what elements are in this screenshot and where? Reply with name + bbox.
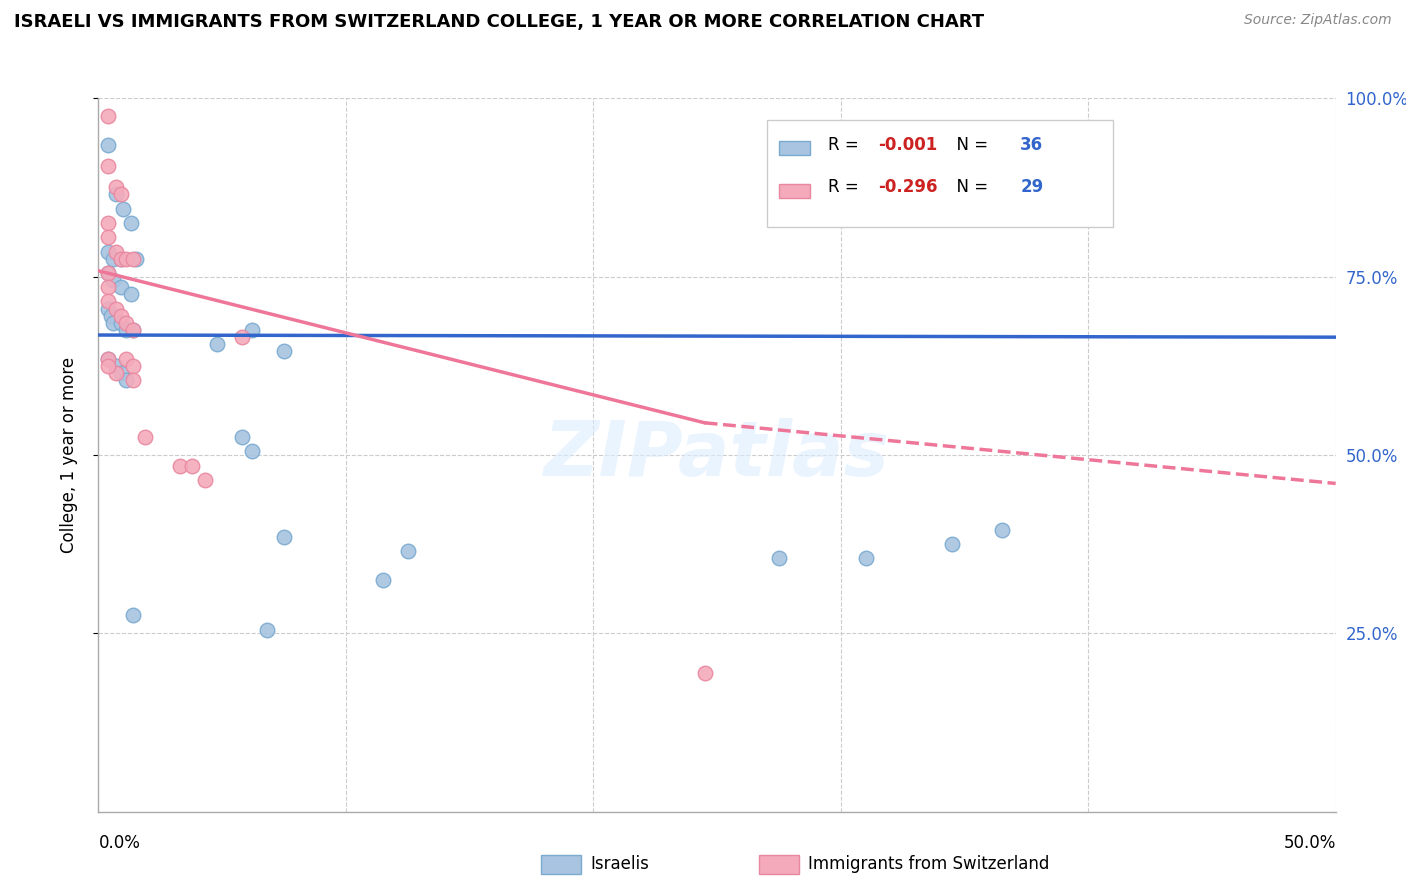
Point	[990, 523, 1012, 537]
Point	[120, 216, 142, 230]
Point	[941, 537, 963, 551]
Point	[855, 551, 877, 566]
Point	[110, 366, 132, 380]
Point	[122, 359, 145, 373]
Point	[97, 159, 120, 173]
Point	[110, 309, 132, 323]
Point	[273, 344, 295, 359]
Y-axis label: College, 1 year or more: College, 1 year or more	[59, 357, 77, 553]
Point	[103, 273, 125, 287]
Point	[194, 473, 217, 487]
Point	[104, 366, 127, 380]
Point	[103, 316, 125, 330]
Point	[97, 301, 120, 316]
Text: 50.0%: 50.0%	[1284, 834, 1336, 852]
Point	[97, 351, 120, 366]
Point	[371, 573, 394, 587]
Point	[169, 458, 191, 473]
Point	[104, 187, 127, 202]
Text: 0.0%: 0.0%	[98, 834, 141, 852]
Point	[693, 665, 716, 680]
Text: R =: R =	[828, 178, 865, 196]
Point	[110, 187, 132, 202]
Point	[181, 458, 204, 473]
Point	[122, 373, 145, 387]
Point	[97, 359, 120, 373]
Text: N =: N =	[946, 136, 993, 153]
Point	[100, 309, 122, 323]
Point	[114, 351, 136, 366]
Point	[120, 287, 142, 301]
Point	[114, 316, 136, 330]
Point	[110, 252, 132, 266]
Point	[97, 230, 120, 244]
Text: Immigrants from Switzerland: Immigrants from Switzerland	[808, 855, 1050, 873]
Bar	[779, 141, 810, 155]
Text: 29: 29	[1021, 178, 1043, 196]
Point	[124, 252, 146, 266]
Point	[104, 244, 127, 259]
Point	[110, 280, 132, 294]
Text: ZIPatlas: ZIPatlas	[544, 418, 890, 491]
Point	[231, 430, 253, 444]
Point	[114, 373, 136, 387]
Point	[103, 252, 125, 266]
Text: -0.001: -0.001	[877, 136, 938, 153]
Point	[97, 294, 120, 309]
Text: Israelis: Israelis	[591, 855, 650, 873]
Text: -0.296: -0.296	[877, 178, 938, 196]
Point	[122, 252, 145, 266]
Point	[768, 551, 790, 566]
Point	[104, 301, 127, 316]
Point	[110, 316, 132, 330]
Bar	[779, 184, 810, 198]
Text: N =: N =	[946, 178, 993, 196]
Point	[97, 266, 120, 280]
Bar	[766, 120, 1114, 227]
Point	[112, 202, 135, 216]
Text: R =: R =	[828, 136, 865, 153]
Point	[97, 137, 120, 152]
Point	[114, 323, 136, 337]
Point	[104, 180, 127, 194]
Point	[273, 530, 295, 544]
Point	[205, 337, 228, 351]
Point	[231, 330, 253, 344]
Point	[97, 109, 120, 123]
Text: 36: 36	[1021, 136, 1043, 153]
Point	[104, 359, 127, 373]
Point	[97, 280, 120, 294]
Point	[110, 252, 132, 266]
Point	[240, 323, 263, 337]
Text: Source: ZipAtlas.com: Source: ZipAtlas.com	[1244, 13, 1392, 28]
Point	[97, 244, 120, 259]
Point	[122, 608, 145, 623]
Point	[256, 623, 278, 637]
Point	[114, 252, 136, 266]
Point	[134, 430, 156, 444]
Point	[97, 266, 120, 280]
Point	[396, 544, 419, 558]
Point	[97, 351, 120, 366]
Point	[122, 323, 145, 337]
Point	[122, 323, 145, 337]
Text: ISRAELI VS IMMIGRANTS FROM SWITZERLAND COLLEGE, 1 YEAR OR MORE CORRELATION CHART: ISRAELI VS IMMIGRANTS FROM SWITZERLAND C…	[14, 13, 984, 31]
Point	[240, 444, 263, 458]
Point	[97, 216, 120, 230]
